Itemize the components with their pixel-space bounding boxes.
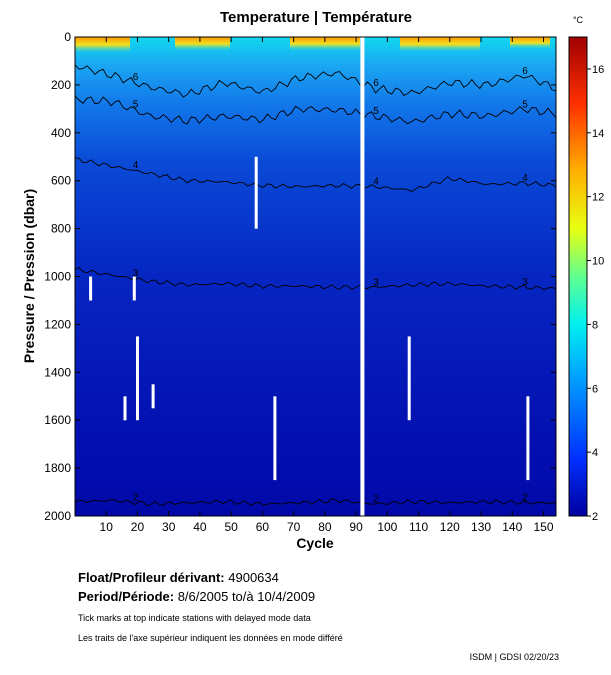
contour-label: 5 (133, 99, 139, 110)
data-gap (273, 396, 277, 481)
colorbar-tick-label: 12 (592, 192, 604, 204)
contour-label: 3 (133, 269, 139, 280)
contour-label: 2 (522, 493, 528, 504)
contour-label: 6 (373, 78, 379, 89)
period-end: 10/4/2009 (257, 589, 316, 604)
y-tick-label: 600 (51, 174, 71, 188)
x-tick-label: 150 (533, 520, 553, 534)
x-tick-label: 20 (131, 520, 145, 534)
period-label: Period/Période: (78, 589, 175, 604)
note-english: Tick marks at top indicate stations with… (78, 613, 311, 623)
data-gap (360, 37, 365, 516)
contour-label: 2 (133, 492, 139, 503)
surface-patch (175, 37, 230, 51)
float-info: Float/Profileur dérivant: 4900634 (78, 570, 279, 585)
x-tick-label: 30 (162, 520, 176, 534)
x-tick-label: 140 (502, 520, 522, 534)
float-id: 4900634 (228, 570, 279, 585)
x-tick-label: 120 (440, 520, 460, 534)
contour-line-4 (75, 157, 556, 192)
surface-patch (290, 37, 360, 51)
x-tick-label: 130 (471, 520, 491, 534)
period-separator: to/à (231, 589, 254, 604)
contour-line-2 (75, 498, 556, 507)
data-gap (526, 396, 530, 481)
data-gap (151, 384, 155, 409)
credit-label: ISDM | GDSI 02/20/23 (469, 652, 559, 662)
y-tick-label: 2000 (44, 509, 71, 523)
colorbar-unit: °C (573, 15, 584, 25)
contour-label: 5 (373, 106, 379, 117)
x-tick-label: 110 (409, 520, 428, 534)
y-tick-label: 0 (64, 30, 71, 44)
contour-label: 4 (522, 173, 528, 184)
contour-label: 6 (133, 72, 139, 83)
y-tick-label: 1000 (44, 270, 71, 284)
colorbar-tick-label: 16 (592, 64, 604, 76)
x-tick-label: 70 (287, 520, 301, 534)
surface-patch (75, 37, 130, 53)
chart-title: Temperature | Température (220, 9, 412, 26)
y-tick-label: 1400 (44, 365, 71, 379)
data-gap (89, 276, 93, 301)
colorbar-ticks: 2 4 6 8 10 12 14 16 (587, 64, 604, 523)
y-axis-ticks: 0 200 400 600 800 1000 1200 1400 1600 1800 2000 (44, 30, 556, 523)
note-french: Les traits de l'axe supérieur indiquent … (78, 633, 343, 643)
contour-label: 4 (373, 177, 379, 188)
x-tick-label: 40 (193, 520, 207, 534)
contour-label: 2 (373, 494, 379, 505)
period-start: 8/6/2005 (177, 589, 229, 604)
data-gaps (89, 37, 530, 516)
float-label: Float/Profileur dérivant: (78, 570, 225, 585)
colorbar-tick-label: 6 (592, 383, 598, 395)
y-tick-label: 1800 (44, 461, 71, 475)
contour-line-5 (75, 95, 556, 125)
surface-patch (510, 37, 550, 49)
y-tick-label: 200 (51, 78, 71, 92)
colorbar-tick-label: 4 (592, 447, 598, 459)
surface-patch (400, 37, 480, 52)
colorbar-tick-label: 14 (592, 128, 604, 140)
y-tick-label: 800 (51, 222, 71, 236)
data-gap (123, 396, 127, 421)
x-tick-label: 80 (318, 520, 332, 534)
x-tick-label: 100 (377, 520, 397, 534)
contour-label: 4 (133, 160, 139, 171)
contour-line-6 (75, 64, 556, 98)
data-gap (407, 336, 411, 421)
plot-background (75, 37, 556, 516)
colorbar (568, 36, 588, 517)
x-tick-label: 90 (349, 520, 363, 534)
data-gap (136, 336, 139, 421)
isotherm-contours: 6 6 6 5 5 5 4 4 4 3 3 3 2 2 2 (75, 64, 556, 507)
y-tick-label: 1200 (44, 317, 71, 331)
surface-warm-patches (75, 37, 550, 53)
data-gap (254, 156, 258, 229)
y-tick-label: 1600 (44, 413, 71, 427)
contour-label: 3 (373, 277, 379, 288)
x-tick-label: 10 (100, 520, 114, 534)
x-axis-ticks: 10 20 30 40 50 60 70 80 90 100 110 120 130 140 150 (100, 37, 554, 534)
colorbar-tick-label: 2 (592, 511, 598, 523)
y-tick-label: 400 (51, 126, 71, 140)
x-axis-label: Cycle (296, 535, 334, 551)
y-axis-label: Pressure / Pression (dbar) (21, 189, 37, 363)
x-tick-label: 60 (256, 520, 270, 534)
colorbar-tick-label: 8 (592, 319, 598, 331)
contour-label: 3 (522, 277, 528, 288)
data-gap (132, 276, 136, 301)
x-tick-label: 50 (224, 520, 238, 534)
contour-line-3 (75, 267, 556, 290)
colorbar-tick-label: 10 (592, 256, 604, 268)
period-info: Period/Période: 8/6/2005 to/à 10/4/2009 (78, 589, 315, 604)
contour-label: 6 (522, 66, 528, 77)
contour-label: 5 (522, 99, 528, 110)
